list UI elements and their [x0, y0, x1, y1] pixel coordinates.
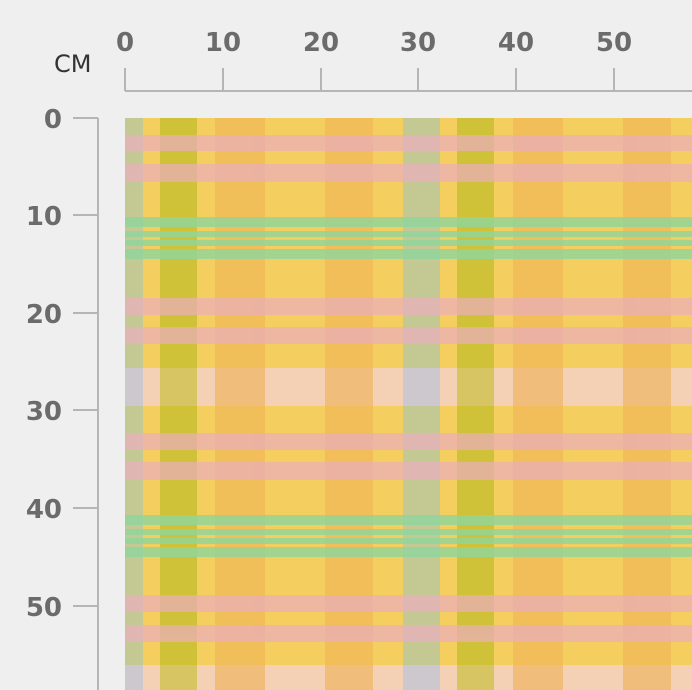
- h-tick-label-20: 20: [303, 28, 339, 58]
- v-tick-label-20: 20: [26, 300, 62, 330]
- h-tick-label-40: 40: [498, 28, 534, 58]
- v-tick-label-10: 10: [26, 202, 62, 232]
- h-tick-label-50: 50: [596, 28, 632, 58]
- v-tick-label-40: 40: [26, 495, 62, 525]
- v-tick-label-30: 30: [26, 397, 62, 427]
- vertical-ruler: 0 10 20 30 40 50: [26, 105, 99, 690]
- h-tick-label-30: 30: [400, 28, 436, 58]
- horizontal-ruler: 0 10 20 30 40 50: [116, 28, 692, 92]
- plaid-fabric-swatch: [125, 118, 692, 690]
- unit-label: CM: [54, 50, 91, 78]
- v-tick-label-0: 0: [44, 105, 62, 135]
- h-tick-label-0: 0: [116, 28, 134, 58]
- v-tick-label-50: 50: [26, 593, 62, 623]
- h-tick-label-10: 10: [205, 28, 241, 58]
